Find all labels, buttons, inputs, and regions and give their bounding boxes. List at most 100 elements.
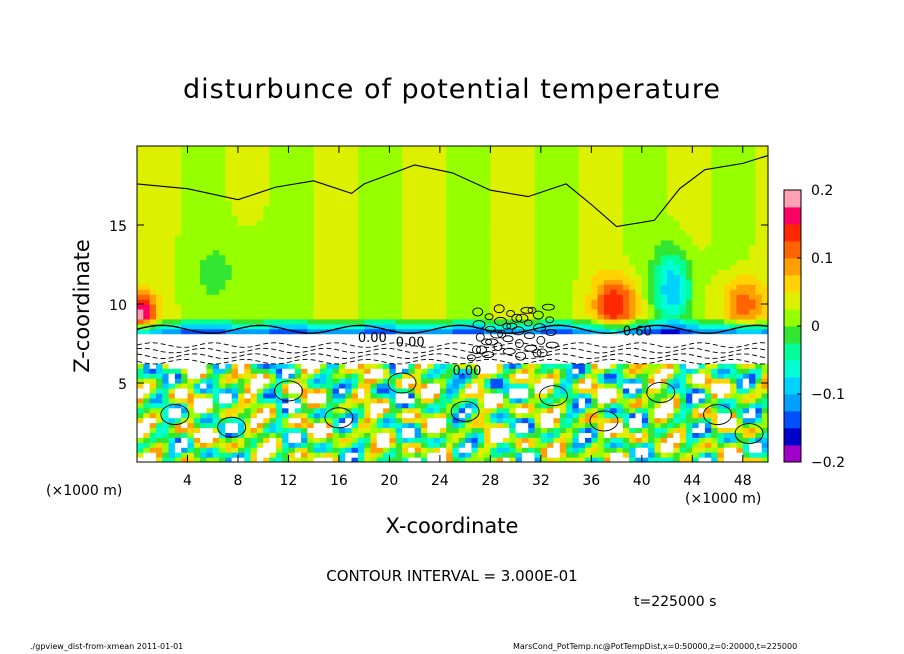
field-cell (704, 304, 712, 310)
field-cell (730, 343, 738, 350)
field-cell (326, 284, 334, 290)
field-cell (200, 259, 208, 266)
field-cell (509, 254, 517, 261)
field-cell (414, 442, 422, 448)
field-cell (465, 412, 473, 419)
field-cell (244, 304, 252, 310)
field-cell (155, 432, 163, 438)
field-cell (275, 387, 283, 394)
field-cell (465, 239, 473, 246)
field-cell (477, 289, 485, 295)
field-cell (319, 452, 327, 458)
field-cell (212, 427, 220, 433)
field-cell (319, 254, 327, 261)
field-cell (301, 264, 308, 271)
field-cell (654, 387, 662, 394)
field-cell (458, 313, 466, 320)
field-cell (288, 259, 296, 266)
field-cell (307, 279, 315, 285)
field-cell (181, 353, 189, 359)
field-cell (761, 457, 768, 462)
field-cell (761, 383, 768, 389)
field-cell (534, 412, 542, 419)
field-cell (490, 412, 498, 419)
field-cell (137, 225, 144, 231)
field-cell (174, 299, 182, 305)
field-cell (332, 412, 340, 419)
field-cell (679, 294, 687, 300)
field-cell (395, 432, 403, 438)
field-cell (660, 333, 668, 340)
field-cell (692, 259, 700, 266)
field-cell (225, 442, 233, 448)
field-cell (654, 294, 662, 300)
field-cell (174, 239, 182, 246)
field-cell (559, 234, 567, 241)
field-cell (149, 308, 157, 315)
field-cell (515, 308, 523, 315)
field-cell (446, 269, 454, 275)
field-cell (755, 402, 763, 409)
field-cell (452, 244, 460, 251)
field-cell (692, 353, 700, 359)
field-cell (433, 274, 441, 280)
field-cell (137, 432, 144, 438)
field-cell (723, 294, 731, 300)
field-cell (610, 215, 618, 221)
field-cell (168, 457, 176, 462)
field-cell (439, 422, 447, 429)
field-cell (420, 383, 428, 389)
field-cell (338, 225, 346, 231)
field-cell (755, 368, 763, 374)
field-cell (585, 343, 592, 350)
field-cell (547, 432, 555, 438)
field-cell (206, 220, 214, 226)
field-cell (559, 432, 567, 438)
field-cell (212, 348, 220, 354)
field-cell (591, 457, 599, 462)
field-cell (502, 244, 510, 251)
field-cell (572, 239, 580, 246)
field-cell (307, 244, 315, 251)
field-cell (547, 308, 555, 315)
field-cell (282, 308, 290, 315)
field-cell (345, 234, 353, 241)
field-cell (389, 215, 397, 221)
field-cell (465, 402, 473, 409)
field-cell (168, 412, 176, 419)
field-cell (225, 348, 233, 354)
field-cell (244, 294, 252, 300)
field-cell (206, 229, 214, 236)
field-cell (143, 417, 151, 424)
field-cell (137, 269, 144, 275)
field-cell (345, 215, 353, 221)
field-cell (572, 373, 580, 379)
field-cell (471, 402, 479, 409)
field-cell (212, 304, 220, 310)
field-cell (364, 363, 372, 369)
field-cell (736, 412, 744, 419)
field-cell (679, 383, 687, 389)
field-cell (629, 412, 637, 419)
field-cell (477, 358, 485, 364)
field-cell (402, 254, 409, 261)
field-cell (660, 264, 668, 271)
field-cell (193, 229, 201, 236)
field-cell (730, 358, 738, 364)
field-cell (420, 284, 428, 290)
field-cell (200, 215, 208, 221)
field-cell (389, 427, 397, 433)
field-cell (673, 383, 681, 389)
field-cell (553, 452, 561, 458)
field-cell (496, 457, 504, 462)
field-cell (402, 343, 409, 350)
field-cell (408, 333, 416, 340)
field-cell (572, 417, 580, 424)
field-cell (616, 412, 624, 419)
field-cell (275, 279, 283, 285)
field-cell (540, 427, 548, 433)
field-cell (685, 422, 693, 429)
field-cell (155, 373, 163, 379)
field-cell (376, 249, 384, 256)
field-cell (439, 249, 447, 256)
